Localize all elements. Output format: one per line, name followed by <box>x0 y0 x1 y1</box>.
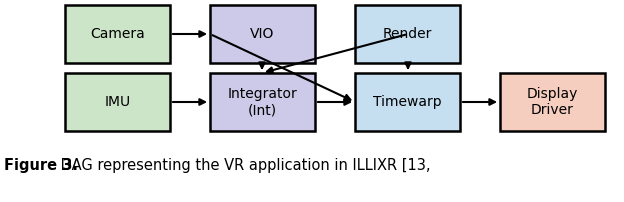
Text: DAG representing the VR application in ILLIXR [13,: DAG representing the VR application in I… <box>56 158 431 173</box>
Bar <box>355 5 460 63</box>
Text: IMU: IMU <box>104 95 130 109</box>
Text: Integrator
(Int): Integrator (Int) <box>228 87 298 117</box>
Bar <box>210 73 315 131</box>
Text: Timewarp: Timewarp <box>373 95 442 109</box>
Text: VIO: VIO <box>250 27 275 41</box>
Bar <box>65 73 170 131</box>
Bar <box>65 5 170 63</box>
Bar <box>500 73 605 131</box>
Text: Figure 3.: Figure 3. <box>4 158 78 173</box>
Text: Display
Driver: Display Driver <box>527 87 578 117</box>
Bar <box>355 73 460 131</box>
Text: Camera: Camera <box>90 27 145 41</box>
Text: Render: Render <box>383 27 432 41</box>
Bar <box>210 5 315 63</box>
